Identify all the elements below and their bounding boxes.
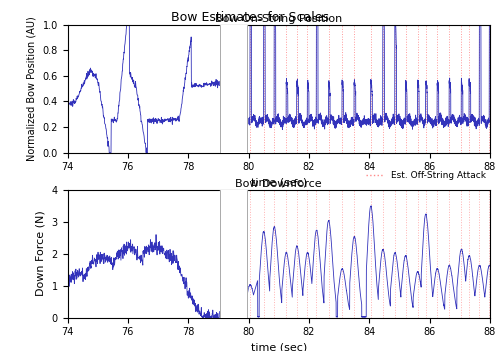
Text: Bow Estimates for Scales: Bow Estimates for Scales bbox=[171, 11, 329, 24]
Title: Bow Downforce: Bow Downforce bbox=[236, 179, 322, 189]
Y-axis label: Down Force (N): Down Force (N) bbox=[36, 211, 46, 297]
Bar bbox=[220, 25, 247, 153]
Legend: Est. Off-String Attack: Est. Off-String Attack bbox=[362, 168, 490, 184]
Y-axis label: Normalized Bow Position (AU): Normalized Bow Position (AU) bbox=[27, 16, 37, 161]
X-axis label: time (sec): time (sec) bbox=[250, 178, 307, 188]
Bar bbox=[220, 190, 247, 318]
X-axis label: time (sec): time (sec) bbox=[250, 343, 307, 351]
Title: Bow On-String Position: Bow On-String Position bbox=[215, 14, 342, 24]
